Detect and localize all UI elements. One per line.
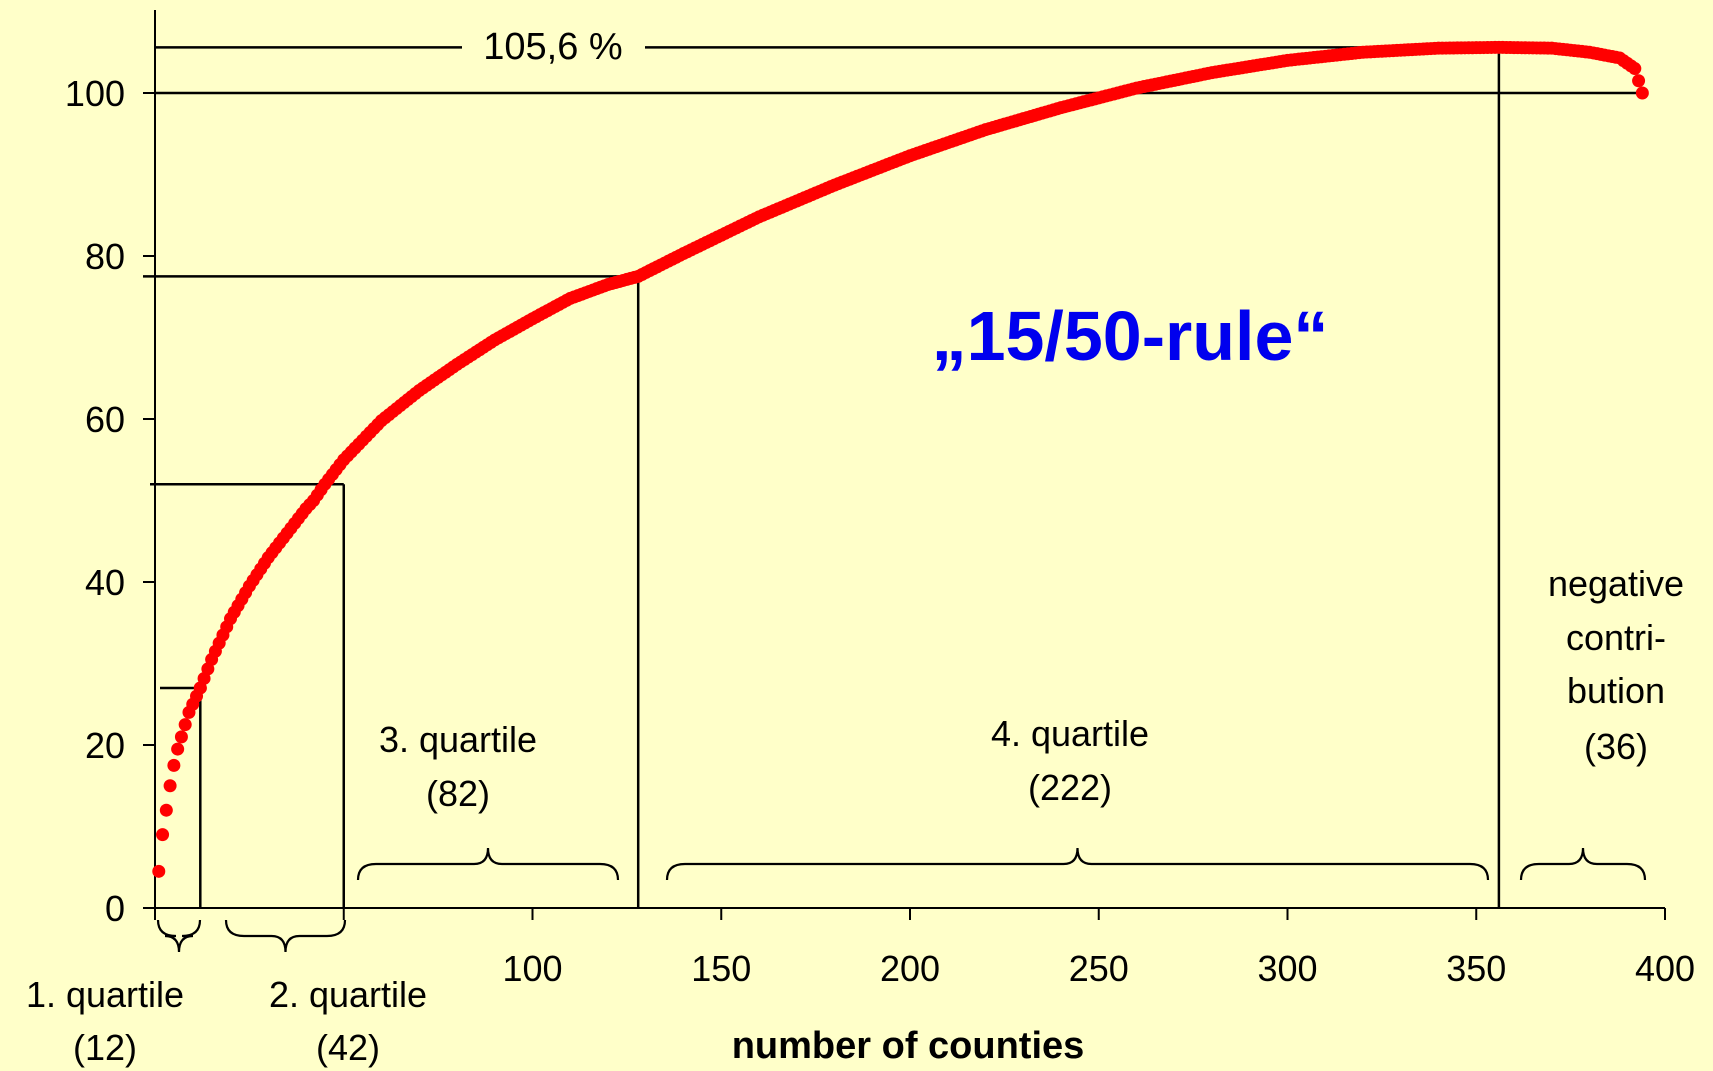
data-points — [152, 40, 1649, 878]
x-tick-label: 100 — [502, 948, 562, 989]
data-point — [159, 803, 173, 817]
y-tick-label: 20 — [85, 725, 125, 766]
y-tick-label: 100 — [65, 73, 125, 114]
x-tick-label: 350 — [1446, 948, 1506, 989]
x-tick-label: 400 — [1635, 948, 1695, 989]
data-point — [152, 864, 166, 878]
x-tick-label: 300 — [1257, 948, 1317, 989]
x-tick-label: 150 — [691, 948, 751, 989]
data-point — [156, 828, 170, 842]
y-tick-label: 40 — [85, 562, 125, 603]
y-tick-label: 0 — [105, 888, 125, 929]
x-tick-label: 250 — [1069, 948, 1129, 989]
q4-label: 4. quartile — [991, 713, 1149, 754]
q2-count: (42) — [316, 1027, 380, 1068]
data-point — [174, 730, 188, 744]
data-point — [1628, 62, 1642, 76]
negative-label-line1: negative — [1548, 563, 1684, 604]
brace-q3 — [356, 847, 620, 881]
q4-count: (222) — [1028, 767, 1112, 808]
brace-q4 — [665, 847, 1490, 881]
data-point — [171, 742, 185, 756]
data-point — [178, 718, 192, 732]
negative-label-line2: contri- — [1566, 617, 1666, 658]
brace-q1 — [156, 919, 202, 953]
reference-lines — [143, 46, 1643, 908]
y-tick-label: 60 — [85, 399, 125, 440]
x-axis-label: number of counties — [732, 1025, 1085, 1067]
q1-count: (12) — [73, 1027, 137, 1068]
negative-label-line3: bution — [1567, 670, 1665, 711]
data-point — [1635, 86, 1649, 100]
tick-labels: 0 20 40 60 80 100 100 150 200 250 300 350 400 — [65, 73, 1695, 989]
data-point — [163, 779, 177, 793]
negative-count: (36) — [1584, 726, 1648, 767]
q3-label: 3. quartile — [379, 719, 537, 760]
axes — [143, 10, 1666, 920]
q2-label: 2. quartile — [269, 974, 427, 1015]
brace-q2 — [224, 919, 347, 953]
y-tick-label: 80 — [85, 236, 125, 277]
peak-label: 105,6 % — [483, 26, 622, 68]
data-point — [1632, 74, 1646, 88]
q3-count: (82) — [426, 773, 490, 814]
q1-label: 1. quartile — [26, 974, 184, 1015]
x-tick-label: 200 — [880, 948, 940, 989]
braces — [156, 847, 1647, 953]
data-point — [167, 758, 181, 772]
rule-label: „15/50-rule“ — [932, 297, 1329, 375]
brace-negative — [1519, 847, 1647, 881]
